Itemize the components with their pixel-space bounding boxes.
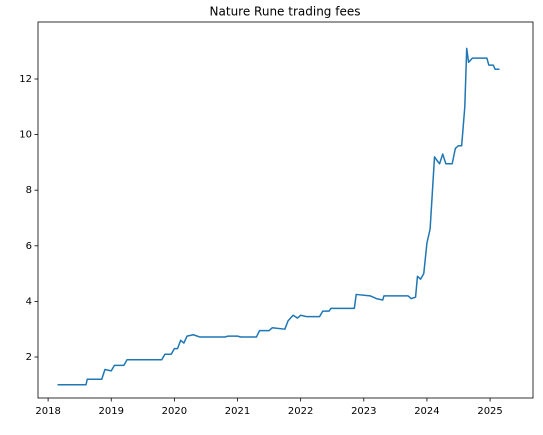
x-tick-label: 2023 <box>351 406 376 417</box>
chart-title: Nature Rune trading fees <box>210 5 361 19</box>
plot-frame <box>37 21 534 399</box>
y-tick-label: 8 <box>26 185 32 196</box>
y-tick-label: 10 <box>19 130 32 141</box>
y-tick-label: 12 <box>19 74 32 85</box>
data-line <box>57 47 500 386</box>
x-tick-label: 2022 <box>288 406 313 417</box>
x-tick-label: 2018 <box>35 406 60 417</box>
x-tick-label: 2019 <box>99 406 124 417</box>
y-tick-label: 2 <box>26 352 32 363</box>
x-tick-label: 2021 <box>225 406 250 417</box>
y-tick-label: 4 <box>26 296 32 307</box>
y-tick-label: 6 <box>26 241 32 252</box>
x-tick-label: 2025 <box>477 406 502 417</box>
x-tick-label: 2020 <box>162 406 187 417</box>
x-tick-label: 2024 <box>414 406 439 417</box>
